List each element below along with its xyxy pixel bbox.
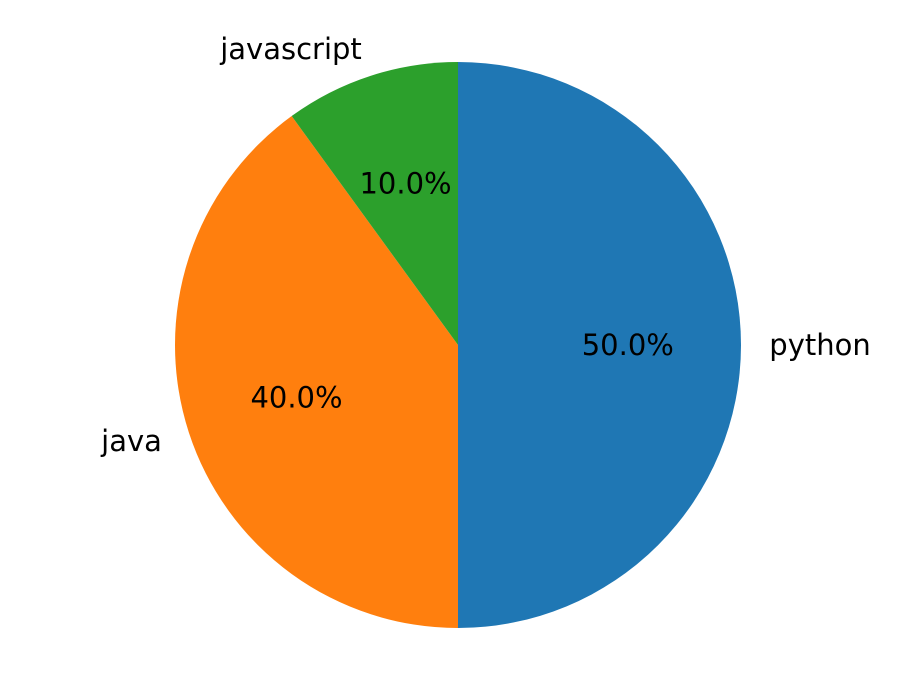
pie-percent-label-javascript: 10.0% <box>359 167 451 201</box>
pie-slice-java <box>174 116 459 628</box>
pie-category-label-javascript: javascript <box>219 32 362 66</box>
pie-slice-python <box>458 62 741 628</box>
pie-percent-label-python: 50.0% <box>582 328 674 362</box>
pie-percent-label-java: 40.0% <box>250 380 342 414</box>
pie-category-label-python: python <box>769 328 870 362</box>
pie-category-label-java: java <box>100 424 162 458</box>
pie-labels: 50.0% python 40.0% java 10.0% javascript <box>100 32 871 458</box>
pie-slice-javascript <box>291 62 458 345</box>
pie-slices <box>174 62 741 628</box>
